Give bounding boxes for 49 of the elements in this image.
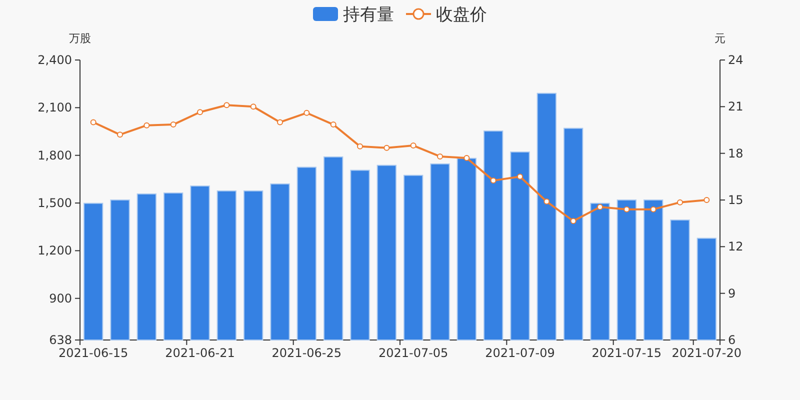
point — [330, 122, 336, 128]
point — [117, 132, 123, 138]
x-tick-label: 2021-07-20 — [672, 346, 742, 360]
point — [597, 204, 603, 210]
y2-tick-label: 6 — [728, 333, 736, 347]
legend-label: 持有量 — [343, 5, 394, 25]
point — [624, 206, 630, 212]
y2-tick-label: 24 — [728, 53, 744, 67]
point — [437, 153, 443, 160]
y2-tick-label: 15 — [728, 193, 744, 207]
point — [357, 143, 363, 150]
point — [144, 122, 150, 128]
point — [517, 174, 523, 180]
point — [224, 102, 230, 108]
point — [464, 155, 470, 161]
y2-tick-label: 21 — [728, 100, 744, 114]
y-tick-label: 1,200 — [38, 244, 72, 258]
y-tick-label: 638 — [49, 333, 72, 347]
y-tick-label: 2,100 — [38, 100, 72, 115]
x-tick-label: 2021-06-21 — [165, 346, 235, 360]
y2-tick-label: 18 — [728, 146, 744, 160]
point — [277, 119, 283, 126]
x-tick-label: 2021-07-09 — [485, 346, 555, 360]
y2-axis-title: 元 — [714, 32, 726, 45]
point — [570, 218, 576, 224]
point — [650, 206, 656, 212]
legend-label: 收盘价 — [436, 5, 487, 25]
x-tick-label: 2021-07-05 — [378, 346, 448, 360]
point — [170, 122, 176, 128]
y-tick-label: 1,800 — [38, 148, 72, 162]
point — [704, 197, 710, 203]
point — [197, 109, 203, 116]
point — [490, 178, 496, 184]
x-tick-label: 2021-06-15 — [58, 346, 128, 360]
x-tick-label: 2021-07-15 — [592, 346, 662, 360]
y2-tick-label: 9 — [728, 286, 736, 300]
point — [384, 144, 390, 151]
point — [90, 119, 96, 126]
y-tick-label: 900 — [49, 291, 72, 306]
y2-tick-label: 12 — [728, 240, 744, 254]
point — [250, 104, 256, 110]
y-axis-title: 万股 — [69, 32, 91, 45]
point — [410, 142, 416, 149]
y-tick-label: 1,500 — [38, 196, 72, 210]
point — [544, 198, 550, 205]
point — [304, 110, 310, 116]
x-tick-label: 2021-06-25 — [272, 346, 342, 360]
y-tick-label: 2,400 — [38, 53, 72, 67]
point — [677, 199, 683, 206]
